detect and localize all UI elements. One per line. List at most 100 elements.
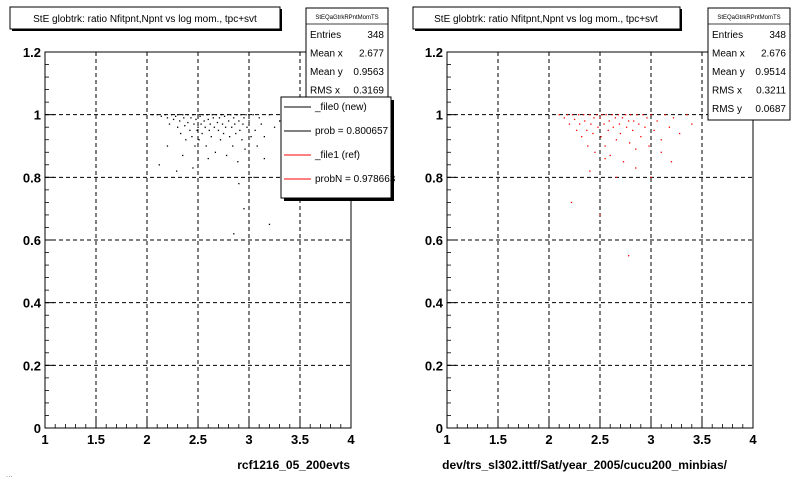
x-tick-label: 3 <box>245 432 252 447</box>
legend-label: _file1 (ref) <box>314 150 360 161</box>
scatter-point <box>226 114 229 116</box>
scatter-point <box>678 132 681 135</box>
scatter-point <box>156 114 158 116</box>
scatter-point <box>601 114 603 116</box>
scatter-point <box>192 114 194 116</box>
scatter-point <box>635 167 637 169</box>
scatter-point <box>592 132 594 135</box>
scatter-point <box>244 148 246 150</box>
y-tick-label: 0.2 <box>23 358 41 373</box>
scatter-point <box>586 129 588 132</box>
y-tick-label: 0.8 <box>425 170 443 185</box>
scatter-point <box>590 123 592 125</box>
scatter-point <box>174 115 177 117</box>
scatter-point <box>189 129 191 132</box>
scatter-point <box>650 176 652 179</box>
scatter-point <box>222 132 225 135</box>
x-tick-label: 3.5 <box>291 432 309 447</box>
scatter-point <box>571 114 574 116</box>
stats-label: RMS x <box>712 86 742 97</box>
scatter-point <box>204 126 206 128</box>
scatter-point <box>196 129 198 132</box>
scatter-point <box>263 157 265 160</box>
scatter-point <box>604 145 606 147</box>
scatter-point <box>268 114 271 116</box>
scatter-point <box>238 120 240 122</box>
stats-value: 348 <box>769 30 786 41</box>
x-tick-label: 2 <box>143 432 150 447</box>
y-tick-label: 1 <box>34 108 41 123</box>
scatter-point <box>668 126 671 128</box>
scatter-point <box>192 167 194 169</box>
scatter-point <box>252 114 254 116</box>
scatter-point <box>198 139 200 141</box>
scatter-point <box>254 129 256 132</box>
left-ticks <box>44 51 352 429</box>
scatter-point <box>242 123 244 125</box>
scatter-point <box>636 114 638 116</box>
y-tick-label: 0.2 <box>425 358 443 373</box>
scatter-point <box>615 176 618 179</box>
scatter-point <box>182 154 184 157</box>
scatter-point <box>581 136 583 138</box>
scatter-point <box>253 176 255 179</box>
scatter-point <box>177 126 179 128</box>
scatter-point <box>175 170 178 172</box>
scatter-point <box>260 123 262 125</box>
scatter-point <box>664 114 666 116</box>
scatter-point <box>599 117 601 119</box>
scatter-point <box>187 114 189 116</box>
scatter-point <box>230 114 232 116</box>
scatter-point <box>180 132 182 135</box>
scatter-point <box>217 129 220 132</box>
scatter-point <box>168 123 171 125</box>
scatter-point <box>191 136 193 138</box>
scatter-point <box>237 161 239 163</box>
scatter-point <box>628 142 631 144</box>
scatter-point <box>232 145 234 147</box>
x-tick-label: 3.5 <box>693 432 711 447</box>
scatter-point <box>220 114 223 116</box>
scatter-point <box>273 126 276 128</box>
scatter-point <box>212 117 214 119</box>
stats-value: 0.9563 <box>353 67 384 78</box>
left-scatter-points <box>151 114 281 235</box>
x-tick-label: 2.5 <box>189 432 207 447</box>
right-title-box: StE globtrk: ratio Nfitpnt,Npnt vs log m… <box>412 6 682 31</box>
scatter-point <box>650 114 652 116</box>
scatter-point <box>228 120 230 122</box>
scatter-point <box>194 145 196 147</box>
scatter-point <box>633 120 635 122</box>
x-tick-label: 3 <box>647 432 654 447</box>
scatter-point <box>235 132 237 135</box>
scatter-point <box>605 114 607 116</box>
scatter-point <box>642 114 644 116</box>
scatter-point <box>197 114 199 116</box>
scatter-point <box>646 117 648 119</box>
scatter-point <box>622 161 625 163</box>
scatter-point <box>630 114 632 116</box>
scatter-point <box>612 126 614 128</box>
stats-value: 2.677 <box>359 49 384 60</box>
scatter-point <box>193 123 195 125</box>
scatter-point <box>573 118 576 121</box>
y-tick-label: 0.4 <box>23 296 42 311</box>
scatter-point <box>233 233 235 235</box>
scatter-point <box>618 123 621 125</box>
scatter-point <box>593 117 595 119</box>
scatter-point <box>205 145 207 147</box>
x-tick-label: 1.5 <box>489 432 507 447</box>
left-x-tick-labels: 1 1.5 2 2.5 3 3.5 4 <box>41 432 355 447</box>
right-y-tick-labels: 0 0.2 0.4 0.6 0.8 1 1.2 <box>425 45 444 436</box>
scatter-point <box>219 139 222 141</box>
stats-label: Mean x <box>310 49 343 60</box>
scatter-point <box>691 123 693 125</box>
scatter-point <box>263 136 265 138</box>
left-legend: _file0 (new) prob = 0.800657 _file1 (ref) p… <box>280 96 396 201</box>
scatter-point <box>170 114 173 116</box>
scatter-point <box>640 136 642 138</box>
y-tick-label: 0 <box>436 421 443 436</box>
scatter-point <box>648 145 650 147</box>
y-tick-label: 1.2 <box>23 45 41 60</box>
scatter-point <box>250 136 252 138</box>
